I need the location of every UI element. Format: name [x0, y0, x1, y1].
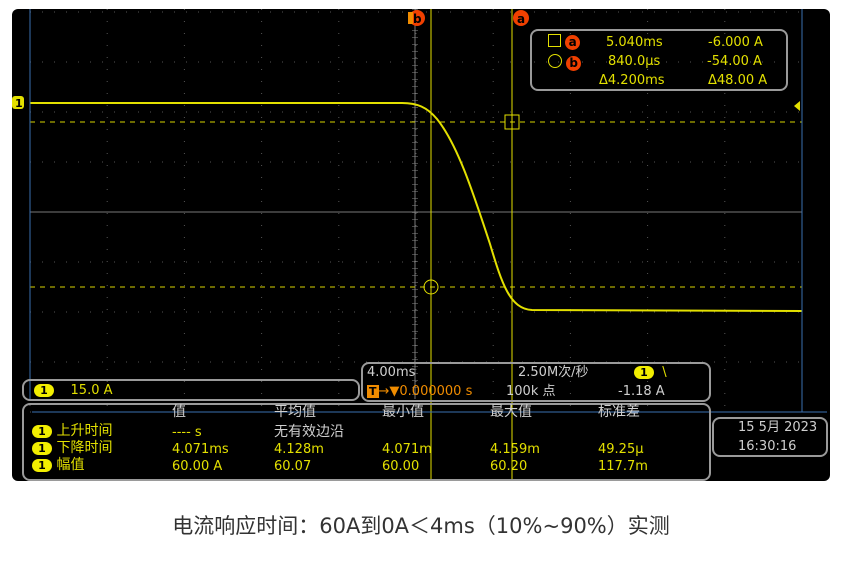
trigger-icon: T [367, 385, 379, 398]
measurement-std: 49.25µ [598, 442, 644, 457]
measurement-mean: 无有效边沿 [274, 424, 344, 440]
cursor-a-badge: a [565, 35, 581, 50]
cursor-readout-panel [530, 29, 788, 91]
trigger-level-arrow-icon [794, 101, 800, 111]
measurement-header: 最小值 [382, 404, 424, 420]
measurement-min: 60.00 [382, 459, 420, 474]
trigger-level: -1.18 A [618, 384, 665, 399]
channel-scale-panel[interactable] [22, 379, 360, 401]
measurement-row[interactable]: 1 下降时间 [32, 441, 112, 456]
measurement-row[interactable]: 1 幅值 [32, 458, 84, 473]
sample-rate: 2.50M次/秒 [518, 365, 589, 380]
measurement-name: 幅值 [56, 457, 85, 473]
square-icon [548, 34, 561, 47]
cursor-a-row: a [548, 34, 581, 50]
trigger-position-icon [408, 12, 413, 24]
measurement-name: 下降时间 [56, 440, 113, 456]
svg-text:b: b [413, 12, 422, 26]
measurement-name: 上升时间 [56, 423, 113, 439]
cursor-a-tag[interactable] [513, 10, 529, 26]
svg-text:a: a [517, 12, 525, 26]
cursor-b-value: -54.00 A [707, 54, 762, 69]
caption: 电流响应时间：60A到0A＜4ms（10%~90%）实测 [172, 514, 670, 538]
timebase-scale: 4.00ms [367, 365, 416, 380]
time: 16:30:16 [738, 439, 797, 454]
trigger-offset: 0.000000 s [399, 384, 473, 399]
measurement-value: 60.00 A [172, 459, 223, 474]
measurement-max: 60.20 [490, 459, 528, 474]
measurement-header: 平均值 [274, 404, 316, 420]
measurement-header: 标准差 [598, 404, 640, 420]
datetime-panel [712, 417, 828, 457]
cursor-a-marker [504, 114, 520, 130]
cursor-a-time: 5.040ms [606, 35, 663, 50]
channel-1-badge: 1 [34, 384, 54, 397]
cursor-b-time: 840.0µs [608, 54, 661, 69]
channel-1-ground-marker [12, 96, 24, 109]
trigger-channel-badge: 1 [634, 366, 654, 379]
measurement-max: 4.159m [490, 442, 540, 457]
timebase-panel[interactable] [361, 362, 711, 402]
measurement-min: 4.071m [382, 442, 432, 457]
measurement-mean: 4.128m [274, 442, 324, 457]
measurement-header: 最大值 [490, 404, 532, 420]
channel-scale: 15.0 A [70, 383, 113, 398]
channel-badge: 1 [32, 459, 52, 472]
measurement-std: 117.7m [598, 459, 648, 474]
cursor-a-value: -6.000 A [708, 35, 763, 50]
measurement-value: 4.071ms [172, 442, 229, 457]
svg-text:1: 1 [15, 97, 23, 110]
cursor-b-row: b [548, 54, 582, 71]
measurement-header: 值 [172, 404, 186, 420]
measurement-row[interactable]: 1 上升时间 [32, 424, 112, 439]
measurement-mean: 60.07 [274, 459, 312, 474]
cursor-delta-value: Δ48.00 A [708, 73, 768, 88]
cursor-b-badge: b [566, 56, 582, 71]
memory-depth: 100k 点 [506, 384, 556, 399]
waveform-display: 1 b a [12, 9, 827, 481]
circle-icon [548, 54, 562, 68]
cursor-b-marker [423, 279, 439, 295]
cursor-delta-time: Δ4.200ms [599, 73, 665, 88]
channel-badge: 1 [32, 442, 52, 455]
measurement-value: ---- s [172, 425, 202, 440]
channel-badge: 1 [32, 425, 52, 438]
oscilloscope-screen: 1 b a a 5.040ms -6.000 A b 840.0µs -54.0… [12, 9, 830, 481]
waveform-trace [30, 102, 803, 312]
trigger-slope-icon: \ [662, 365, 667, 380]
date: 15 5月 2023 [738, 420, 818, 435]
measurement-panel [22, 403, 711, 481]
